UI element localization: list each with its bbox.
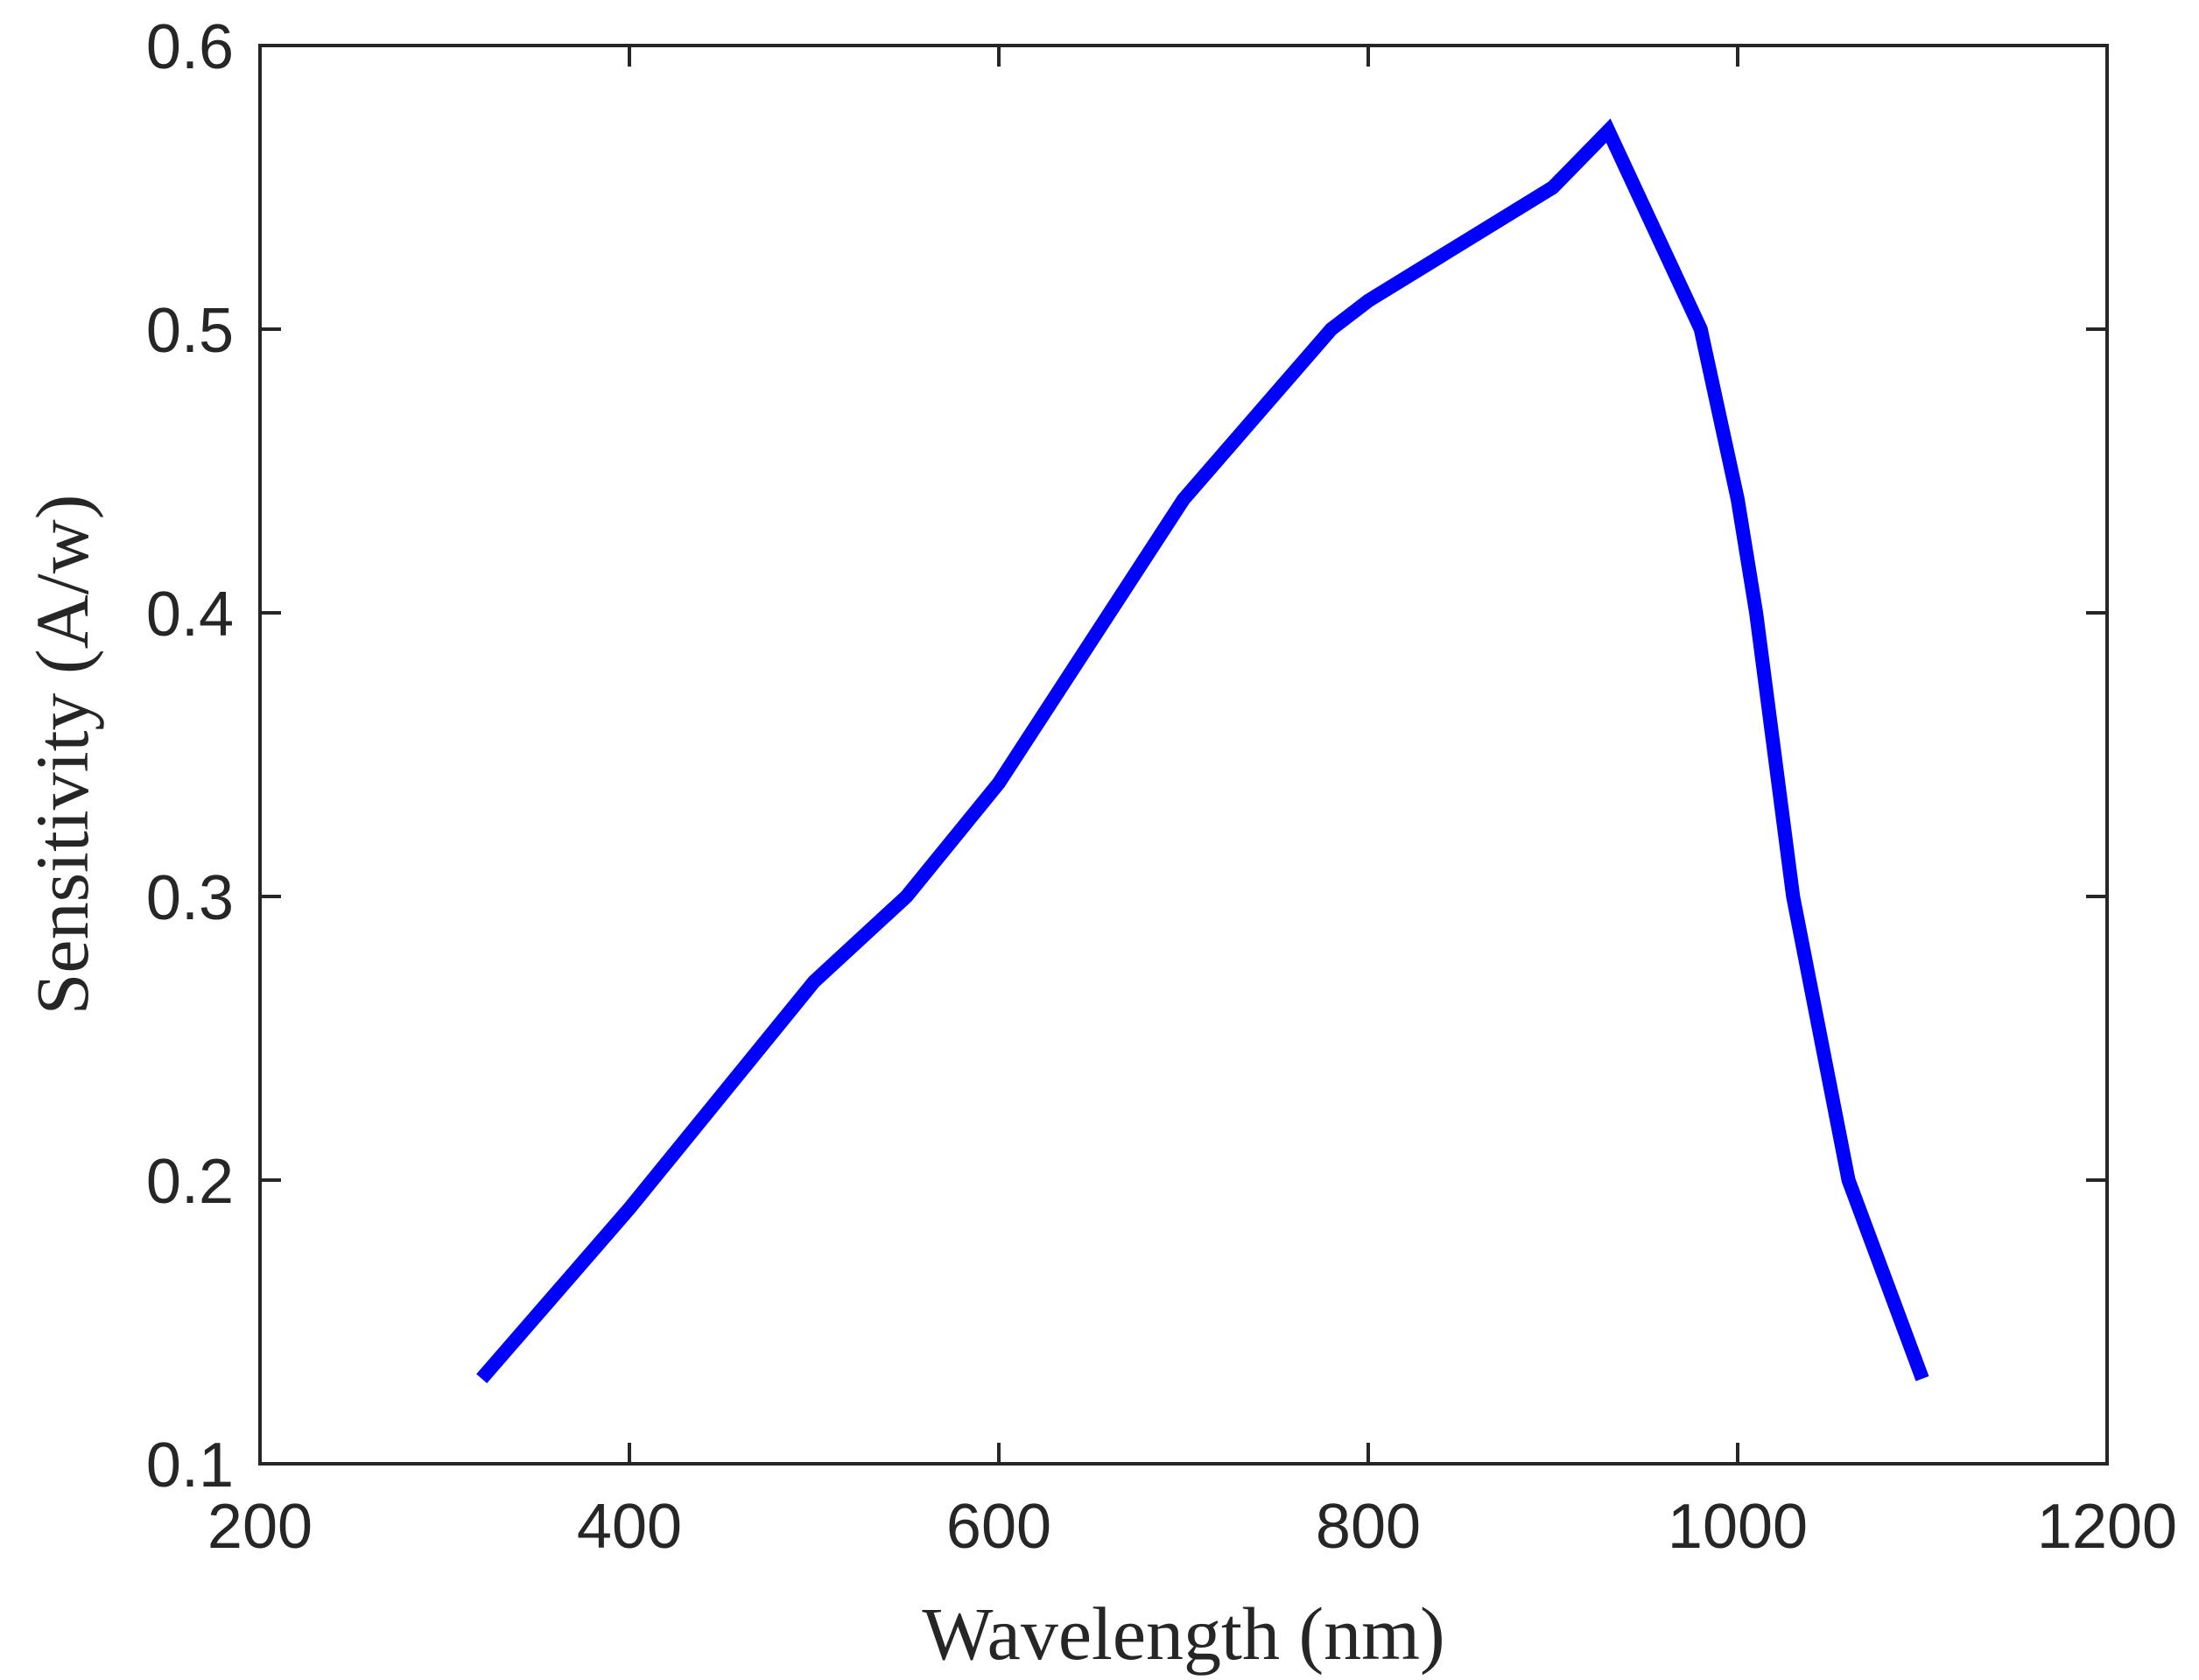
y-tick-label: 0.5 xyxy=(146,296,234,366)
y-tick-label: 0.4 xyxy=(146,580,234,650)
x-tick-label: 400 xyxy=(577,1492,682,1562)
plot-area xyxy=(476,118,1929,1384)
x-tick-label: 200 xyxy=(207,1492,313,1562)
sensitivity-series-line xyxy=(476,118,1929,1384)
y-tick-label: 0.1 xyxy=(146,1430,234,1501)
x-tick-label: 800 xyxy=(1316,1492,1421,1562)
y-tick-label: 0.3 xyxy=(146,863,234,933)
axes-frame xyxy=(258,44,2109,1466)
y-axis-label: Sensitivity (A/w) xyxy=(20,495,104,1016)
x-axis-label: Wavelength (nm) xyxy=(922,1592,1444,1676)
y-tick-label: 0.6 xyxy=(146,12,234,82)
axis-ticks: 200 400 600 800 1000 1200 0.1 0.2 0.3 0.4 0.5 0.6 xyxy=(146,12,2177,1562)
y-tick-label: 0.2 xyxy=(146,1147,234,1217)
x-tick-label: 600 xyxy=(946,1492,1051,1562)
x-tick-label: 1000 xyxy=(1668,1492,1808,1562)
x-tick-label: 1200 xyxy=(2037,1492,2177,1562)
